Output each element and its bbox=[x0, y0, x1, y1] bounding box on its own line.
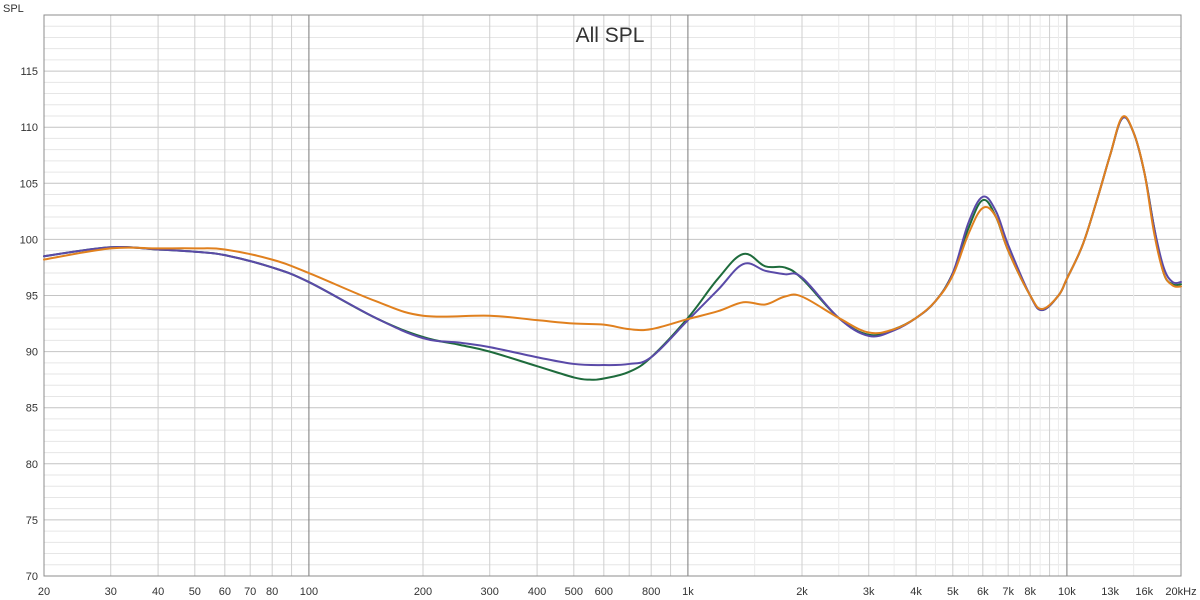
x-tick-label: 13k bbox=[1101, 586, 1119, 598]
x-tick-label: 10k bbox=[1058, 586, 1076, 598]
y-tick-label: 80 bbox=[26, 459, 38, 471]
x-tick-label: 7k bbox=[1002, 586, 1014, 598]
y-tick-label: 75 bbox=[26, 515, 38, 527]
series-line-3 bbox=[43, 115, 1182, 335]
x-tick-label: 20kHz bbox=[1165, 586, 1196, 598]
x-tick-label: 40 bbox=[152, 586, 164, 598]
chart-title: All SPL bbox=[576, 24, 645, 47]
x-tick-label: 500 bbox=[565, 586, 583, 598]
y-tick-label: 70 bbox=[26, 571, 38, 583]
x-axis-ticks: 20 30 40 50 60 70 80 100 200 300 400 500 600 800 1k 2k 3… bbox=[38, 586, 1197, 598]
y-tick-label: 90 bbox=[26, 347, 38, 359]
plot-area bbox=[43, 14, 1182, 577]
x-tick-label: 80 bbox=[266, 586, 278, 598]
x-tick-label: 60 bbox=[219, 586, 231, 598]
y-axis-label: SPL bbox=[3, 3, 24, 15]
x-tick-label: 3k bbox=[863, 586, 875, 598]
x-tick-label: 200 bbox=[414, 586, 432, 598]
y-tick-label: 110 bbox=[20, 122, 38, 134]
x-tick-label: 50 bbox=[189, 586, 201, 598]
x-tick-label: 8k bbox=[1024, 586, 1036, 598]
x-tick-label: 70 bbox=[244, 586, 256, 598]
x-tick-label: 2k bbox=[796, 586, 808, 598]
x-tick-label: 600 bbox=[595, 586, 613, 598]
y-axis-ticks: 70 75 80 85 90 95 100 105 110 115 bbox=[20, 66, 38, 583]
x-tick-label: 4k bbox=[910, 586, 922, 598]
x-tick-label: 800 bbox=[642, 586, 660, 598]
x-tick-label: 16k bbox=[1135, 586, 1153, 598]
series-group bbox=[43, 115, 1182, 381]
x-tick-label: 100 bbox=[300, 586, 318, 598]
grid bbox=[44, 15, 1181, 576]
x-tick-label: 300 bbox=[481, 586, 499, 598]
y-tick-label: 105 bbox=[20, 178, 38, 190]
x-tick-label: 400 bbox=[528, 586, 546, 598]
y-tick-label: 115 bbox=[20, 66, 38, 78]
y-tick-label: 100 bbox=[20, 234, 38, 246]
x-tick-label: 30 bbox=[105, 586, 117, 598]
y-tick-label: 95 bbox=[26, 291, 38, 303]
x-tick-label: 20 bbox=[38, 586, 50, 598]
x-tick-label: 1k bbox=[682, 586, 694, 598]
x-tick-label: 6k bbox=[977, 586, 989, 598]
y-tick-label: 85 bbox=[26, 403, 38, 415]
x-tick-label: 5k bbox=[947, 586, 959, 598]
